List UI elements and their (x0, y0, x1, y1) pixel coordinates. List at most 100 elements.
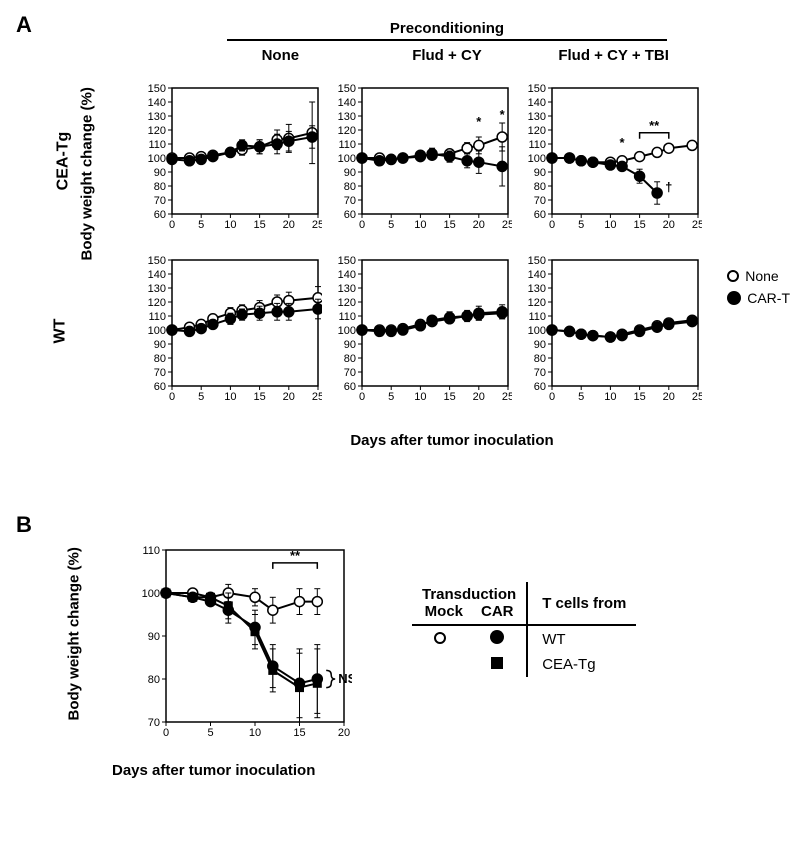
chart-cell: 051015202560708090100110120130140150 (142, 254, 322, 414)
svg-text:70: 70 (534, 367, 546, 379)
svg-text:0: 0 (163, 727, 169, 739)
car-label: CAR (481, 603, 514, 620)
panel-a: A Preconditioning None Flud + CY Flud + … (12, 12, 780, 492)
svg-text:100: 100 (142, 588, 160, 600)
legend-b-row-ceatg: CEA-Tg (412, 652, 636, 677)
svg-text:100: 100 (528, 325, 546, 337)
svg-text:10: 10 (249, 727, 261, 739)
svg-text:110: 110 (528, 311, 546, 323)
svg-text:0: 0 (549, 391, 555, 403)
svg-text:5: 5 (388, 219, 394, 231)
panel-b-label: B (16, 512, 32, 538)
svg-text:20: 20 (663, 219, 675, 231)
svg-text:60: 60 (534, 209, 546, 221)
svg-text:150: 150 (528, 255, 546, 267)
svg-text:60: 60 (344, 209, 356, 221)
svg-text:10: 10 (224, 219, 236, 231)
svg-text:70: 70 (154, 367, 166, 379)
svg-text:140: 140 (338, 97, 356, 109)
svg-text:110: 110 (142, 545, 160, 557)
legend-cart-label: CAR-T (747, 290, 790, 306)
x-axis-label-b: Days after tumor inoculation (112, 762, 315, 779)
y-axis-label-a: Body weight change (%) (79, 87, 96, 260)
svg-text:150: 150 (148, 255, 166, 267)
svg-text:**: ** (290, 548, 301, 563)
svg-text:25: 25 (692, 391, 702, 403)
filled-circle-icon (727, 291, 741, 305)
svg-text:70: 70 (344, 367, 356, 379)
svg-text:120: 120 (148, 297, 166, 309)
legend-a: None CAR-T (727, 262, 790, 312)
svg-text:70: 70 (148, 717, 160, 729)
svg-text:130: 130 (528, 283, 546, 295)
svg-text:10: 10 (414, 391, 426, 403)
legend-b-table: Transduction Mock CAR T cells from WT (412, 582, 636, 677)
svg-text:NS: NS (338, 671, 352, 686)
svg-text:140: 140 (148, 97, 166, 109)
preconditioning-line (227, 39, 667, 41)
svg-text:150: 150 (148, 83, 166, 95)
svg-text:60: 60 (534, 381, 546, 393)
svg-text:5: 5 (388, 391, 394, 403)
chart-cell: 051015202560708090100110120130140150 (522, 254, 702, 414)
tcells-label: T cells from (527, 582, 636, 625)
preconditioning-title: Preconditioning (197, 20, 697, 37)
svg-text:10: 10 (224, 391, 236, 403)
svg-text:5: 5 (578, 391, 584, 403)
svg-text:130: 130 (338, 283, 356, 295)
svg-text:10: 10 (414, 219, 426, 231)
svg-text:60: 60 (154, 209, 166, 221)
legend-cart: CAR-T (727, 290, 790, 306)
svg-text:0: 0 (169, 391, 175, 403)
svg-text:80: 80 (534, 181, 546, 193)
transduction-label: Transduction (422, 586, 516, 603)
legend-row-ceatg-label: CEA-Tg (527, 652, 636, 677)
svg-text:140: 140 (528, 269, 546, 281)
open-circle-icon (434, 632, 446, 644)
svg-text:90: 90 (344, 339, 356, 351)
svg-text:120: 120 (148, 125, 166, 137)
svg-text:15: 15 (633, 219, 645, 231)
svg-text:110: 110 (338, 139, 356, 151)
svg-text:15: 15 (443, 219, 455, 231)
svg-text:15: 15 (443, 391, 455, 403)
figure-container: A Preconditioning None Flud + CY Flud + … (12, 12, 780, 842)
svg-text:100: 100 (528, 153, 546, 165)
col-flud-cy-tbi: Flud + CY + TBI (534, 47, 694, 64)
svg-text:25: 25 (312, 219, 322, 231)
col-none: None (200, 47, 360, 64)
svg-text:90: 90 (534, 339, 546, 351)
legend-b-headings: Transduction Mock CAR T cells from (412, 582, 636, 625)
svg-text:70: 70 (344, 195, 356, 207)
svg-text:0: 0 (169, 219, 175, 231)
svg-text:110: 110 (148, 311, 166, 323)
svg-text:**: ** (649, 118, 660, 133)
svg-text:5: 5 (198, 219, 204, 231)
svg-text:90: 90 (154, 339, 166, 351)
panel-a-label: A (16, 12, 32, 38)
svg-text:60: 60 (344, 381, 356, 393)
svg-text:110: 110 (148, 139, 166, 151)
svg-text:130: 130 (148, 283, 166, 295)
svg-text:80: 80 (154, 181, 166, 193)
filled-square-icon (491, 657, 503, 669)
svg-text:150: 150 (528, 83, 546, 95)
svg-text:5: 5 (198, 391, 204, 403)
svg-text:120: 120 (528, 297, 546, 309)
svg-text:90: 90 (344, 167, 356, 179)
svg-text:20: 20 (473, 219, 485, 231)
svg-text:15: 15 (253, 391, 265, 403)
svg-text:25: 25 (692, 219, 702, 231)
chart-cell: 051015202560708090100110120130140150** (332, 82, 512, 242)
svg-text:0: 0 (359, 391, 365, 403)
filled-circle-icon (490, 630, 504, 644)
svg-text:25: 25 (502, 391, 512, 403)
legend-b: Transduction Mock CAR T cells from WT (412, 582, 636, 677)
legend-none: None (727, 268, 790, 284)
svg-text:120: 120 (338, 125, 356, 137)
chart-cell: 051015202560708090100110120130140150 (142, 82, 322, 242)
mock-label: Mock (425, 603, 463, 620)
svg-text:110: 110 (338, 311, 356, 323)
svg-text:110: 110 (528, 139, 546, 151)
svg-text:120: 120 (528, 125, 546, 137)
